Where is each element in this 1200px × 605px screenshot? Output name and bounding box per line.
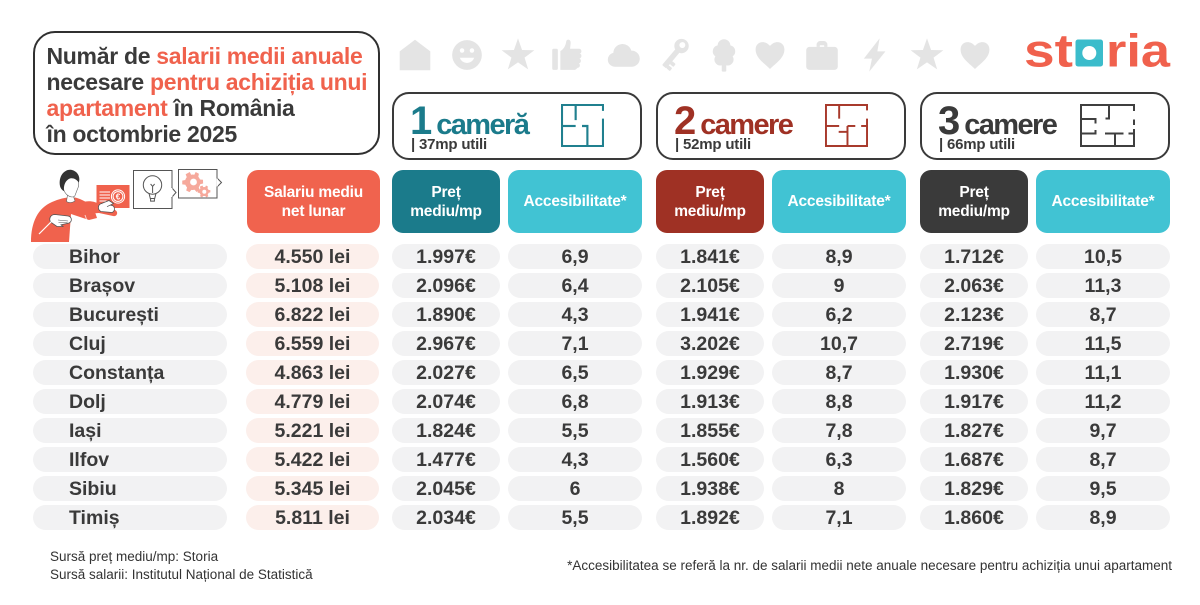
svg-text:€: € (116, 192, 121, 201)
svg-text:ria: ria (1106, 25, 1170, 77)
svg-text:st: st (1024, 25, 1073, 77)
